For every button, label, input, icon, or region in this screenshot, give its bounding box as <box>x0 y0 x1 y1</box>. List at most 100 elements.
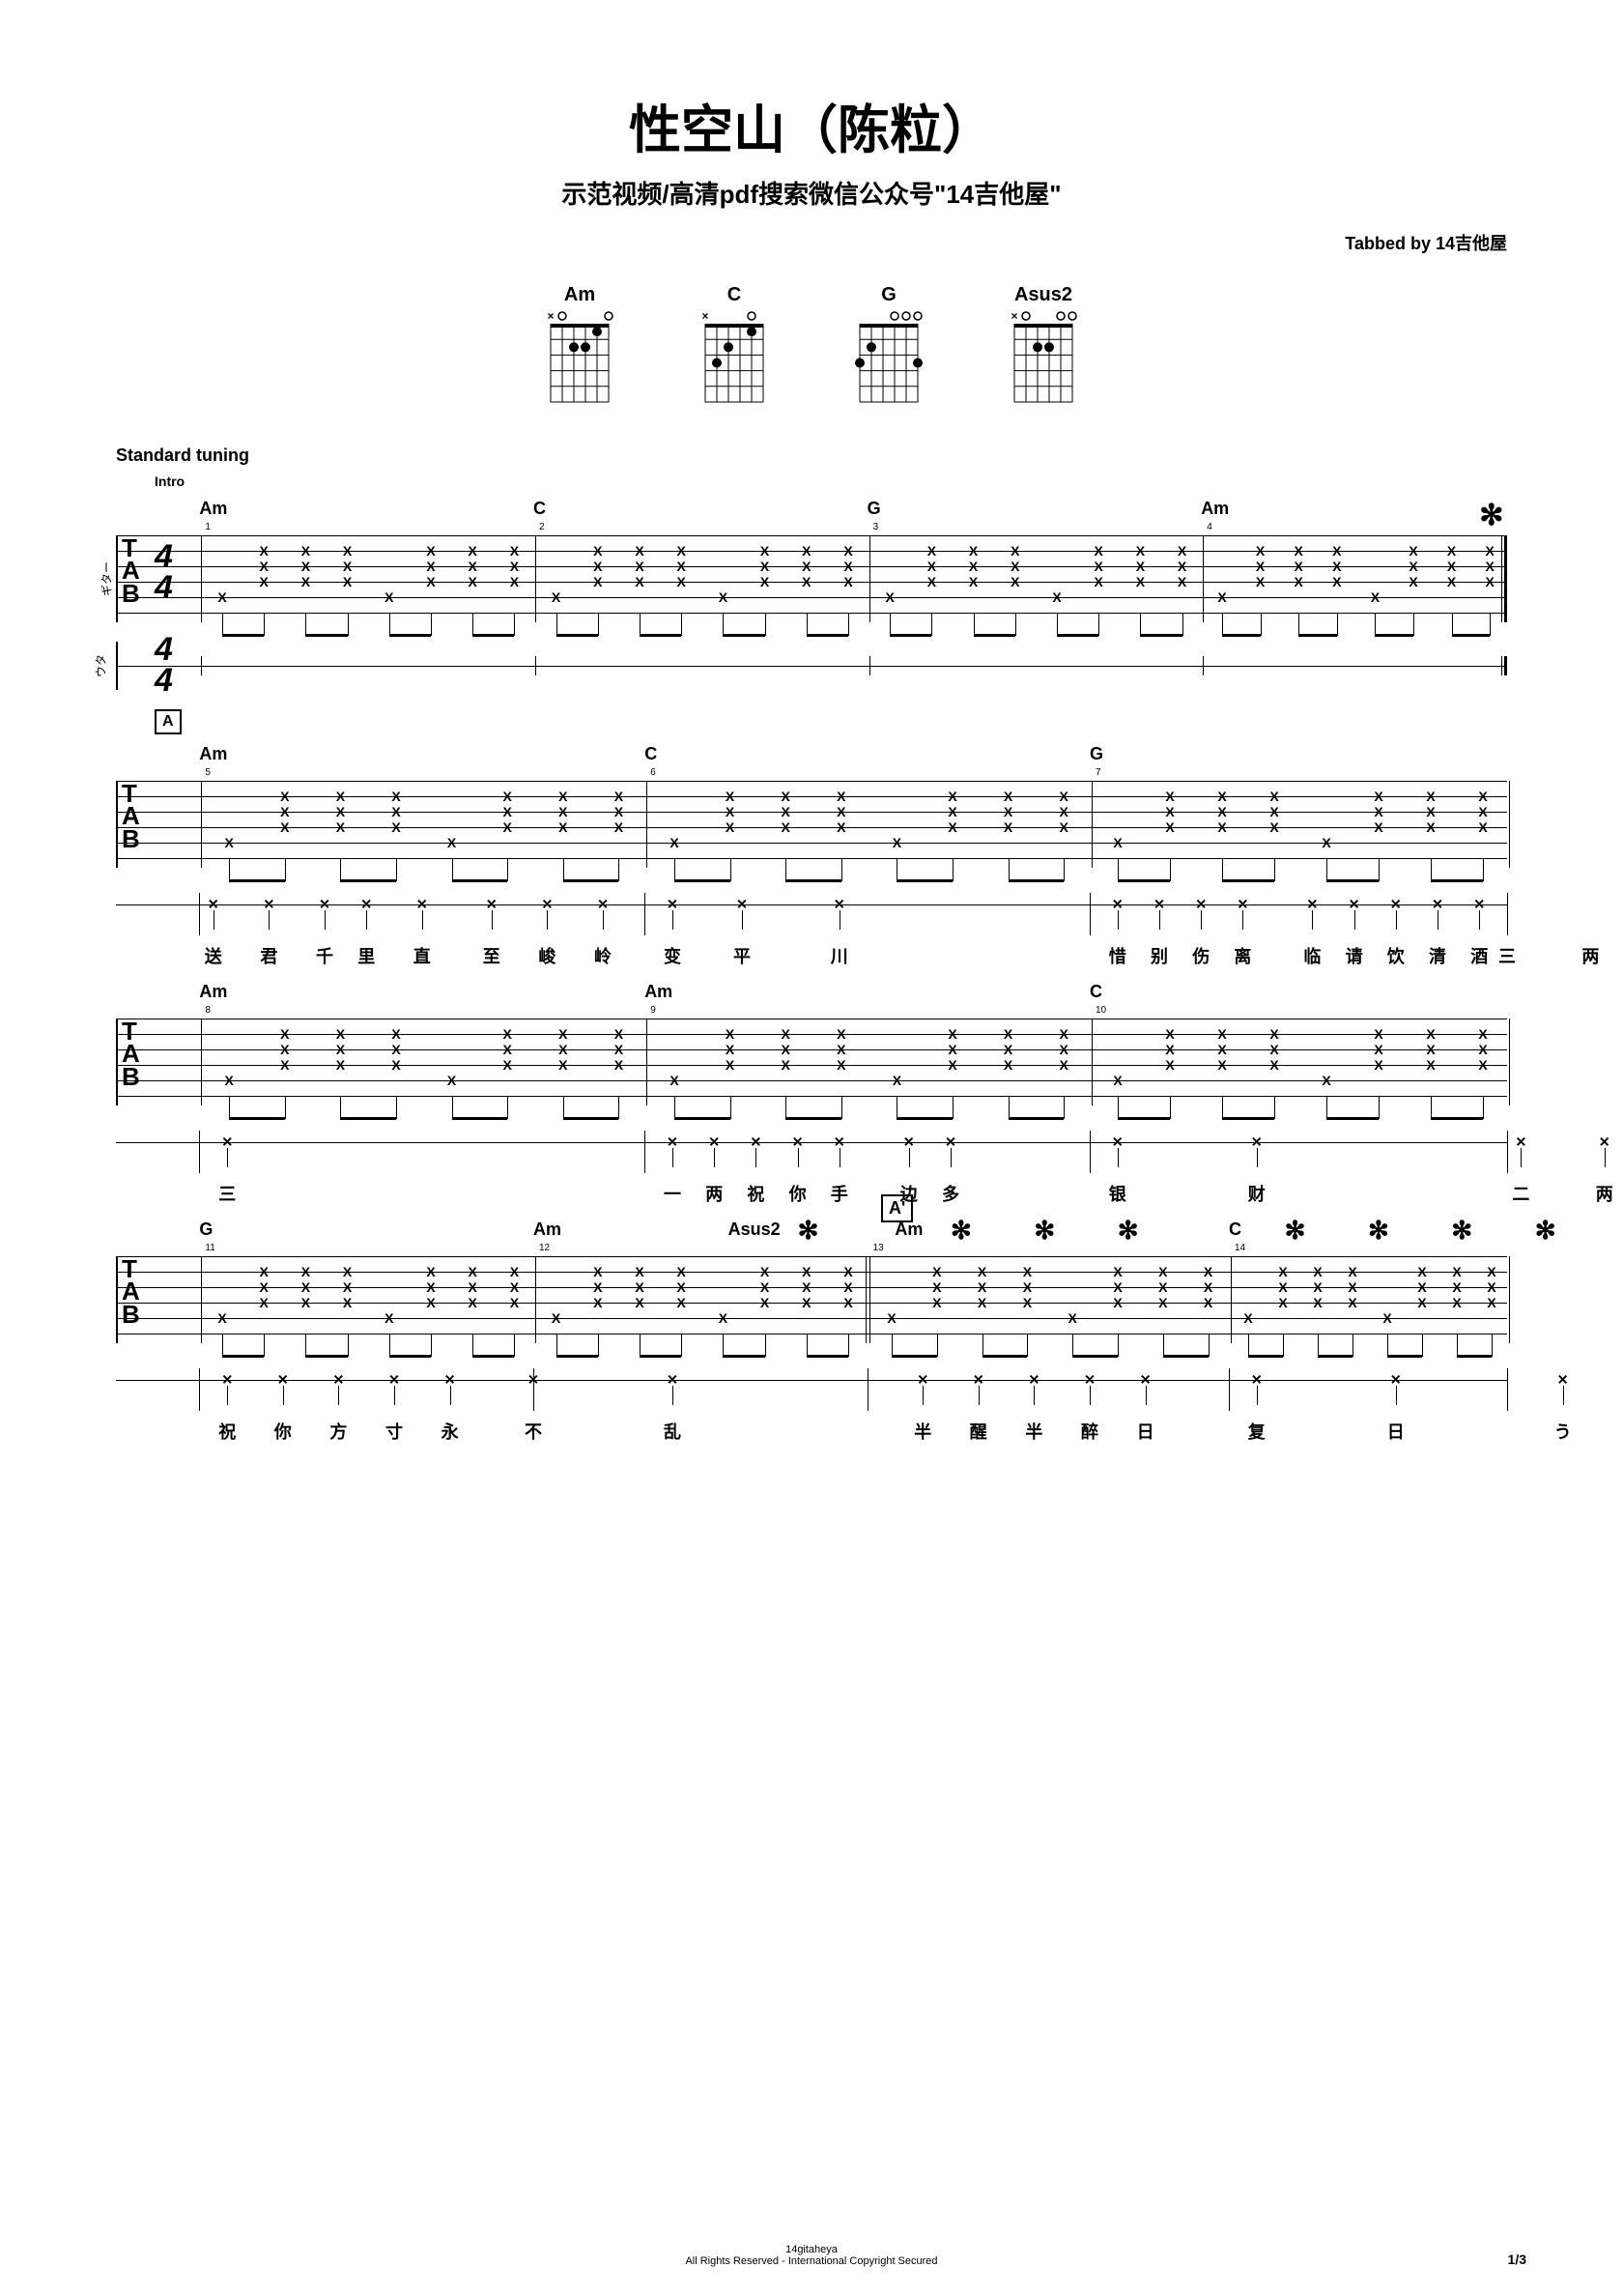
tab-note: X <box>343 559 352 574</box>
tab-note: X <box>886 589 895 605</box>
tab-note: X <box>503 1026 512 1042</box>
tab-note: X <box>1217 1026 1226 1042</box>
lyric: 财 <box>1248 1181 1266 1206</box>
vocal-rhythm: ✕✕✕✕✕✕✕✕✕✕✕✕✕✕✕✕✕✕✕✕ <box>116 885 1507 943</box>
tab-note: X <box>782 1057 790 1073</box>
instrument-label-guitar: ギター <box>99 561 115 596</box>
lyric: 变 <box>664 943 681 968</box>
tab-note: X <box>1004 1026 1012 1042</box>
tab-note: X <box>510 1295 519 1310</box>
tab-note: X <box>1113 835 1122 850</box>
tab-note: X <box>1295 543 1303 559</box>
tab-note: X <box>217 589 226 605</box>
tab-note: X <box>260 1264 269 1279</box>
lyric: 二 <box>1512 1181 1529 1206</box>
tab-note: X <box>927 559 936 574</box>
lyric: 半 <box>914 1419 931 1444</box>
tab-note: X <box>1095 559 1103 574</box>
lyric: 复 <box>1248 1419 1266 1444</box>
tab-note: X <box>1165 1057 1174 1073</box>
tab-note: X <box>336 1042 345 1057</box>
tab-note: X <box>1217 804 1226 819</box>
tab-note: X <box>469 559 477 574</box>
tab-note: X <box>510 1279 519 1295</box>
tab-note: X <box>669 1073 678 1088</box>
tab-note: X <box>280 789 289 804</box>
tab-note: X <box>558 1042 567 1057</box>
tab-note: X <box>1322 835 1330 850</box>
tab-note: X <box>1295 574 1303 589</box>
tab-note: X <box>948 1042 956 1057</box>
tab-note: X <box>1426 789 1435 804</box>
lyric: 伤 <box>1192 943 1210 968</box>
tab-note: X <box>948 1057 956 1073</box>
tab-note: X <box>1256 574 1265 589</box>
tab-note: X <box>1313 1264 1322 1279</box>
section-box: A' <box>881 1194 913 1222</box>
tab-note: X <box>1217 589 1226 605</box>
tab-note: X <box>1023 1279 1032 1295</box>
tab-note: X <box>593 574 602 589</box>
tab-note: X <box>1417 1295 1426 1310</box>
svg-text:×: × <box>547 310 554 323</box>
tab-note: X <box>1158 1264 1167 1279</box>
tab-note: X <box>1217 789 1226 804</box>
tab-note: X <box>510 574 519 589</box>
chord-diagram-c: C× <box>696 284 773 407</box>
tab-note: X <box>843 574 852 589</box>
tab-note: X <box>1113 1264 1122 1279</box>
tab-note: X <box>1217 819 1226 835</box>
tab-note: X <box>391 804 400 819</box>
tab-note: X <box>893 1073 901 1088</box>
tab-note: X <box>843 559 852 574</box>
tab-note: X <box>301 1295 310 1310</box>
chord-diagram-am: Am× <box>541 284 618 407</box>
tab-note: X <box>217 1310 226 1326</box>
tab-note: X <box>614 1026 623 1042</box>
bar-number: 5 <box>205 767 211 778</box>
lyric: 日 <box>1387 1419 1405 1444</box>
lyric: 你 <box>274 1419 292 1444</box>
section-box: A <box>155 709 182 734</box>
tab-note: X <box>1426 1026 1435 1042</box>
tab-note: X <box>391 819 400 835</box>
chord-label: C <box>1090 982 1102 1002</box>
tab-note: X <box>1374 1042 1382 1057</box>
tab-staff: ギターTAB44XXXXXXXXXXXXXXXXXXXXXXXXXXXXXXXX… <box>116 535 1507 622</box>
lyric: 临 <box>1303 943 1321 968</box>
system: AmCGAm✻1234ギターTAB44XXXXXXXXXXXXXXXXXXXXX… <box>116 499 1507 690</box>
tab-note: X <box>677 543 686 559</box>
tab-note: X <box>1023 1295 1032 1310</box>
tab-note: X <box>1060 819 1068 835</box>
footer: 14gitaheya All Rights Reserved - Interna… <box>0 2244 1623 2267</box>
tab-note: X <box>391 1057 400 1073</box>
tab-note: X <box>280 1026 289 1042</box>
tab-note: X <box>677 1279 686 1295</box>
tab-note: X <box>932 1295 941 1310</box>
tab-note: X <box>558 804 567 819</box>
chord-label: Am <box>895 1220 923 1240</box>
tab-clef: TAB <box>122 783 136 850</box>
lyric: 三 <box>1498 943 1516 968</box>
bar-number: 13 <box>873 1243 884 1253</box>
segno-icon: ✻ <box>1535 1216 1556 1246</box>
tab-note: X <box>469 1264 477 1279</box>
lyric: 方 <box>329 1419 347 1444</box>
tab-note: X <box>843 543 852 559</box>
lyric-row: 祝你方寸永不乱半醒半醉日复日う <box>116 1419 1507 1448</box>
chord-diagram-asus2: Asus2× <box>1005 284 1082 407</box>
tab-note: X <box>782 819 790 835</box>
tab-note: X <box>677 1295 686 1310</box>
tab-note: X <box>391 1042 400 1057</box>
tab-note: X <box>1278 1264 1287 1279</box>
tab-note: X <box>426 1295 435 1310</box>
tab-note: X <box>837 804 845 819</box>
tab-note: X <box>948 804 956 819</box>
tab-note: X <box>635 1295 643 1310</box>
tab-note: X <box>614 789 623 804</box>
tab-note: X <box>969 574 978 589</box>
tab-note: X <box>301 574 310 589</box>
tab-note: X <box>726 819 734 835</box>
chord-label: Am <box>199 982 227 1002</box>
tab-note: X <box>301 543 310 559</box>
